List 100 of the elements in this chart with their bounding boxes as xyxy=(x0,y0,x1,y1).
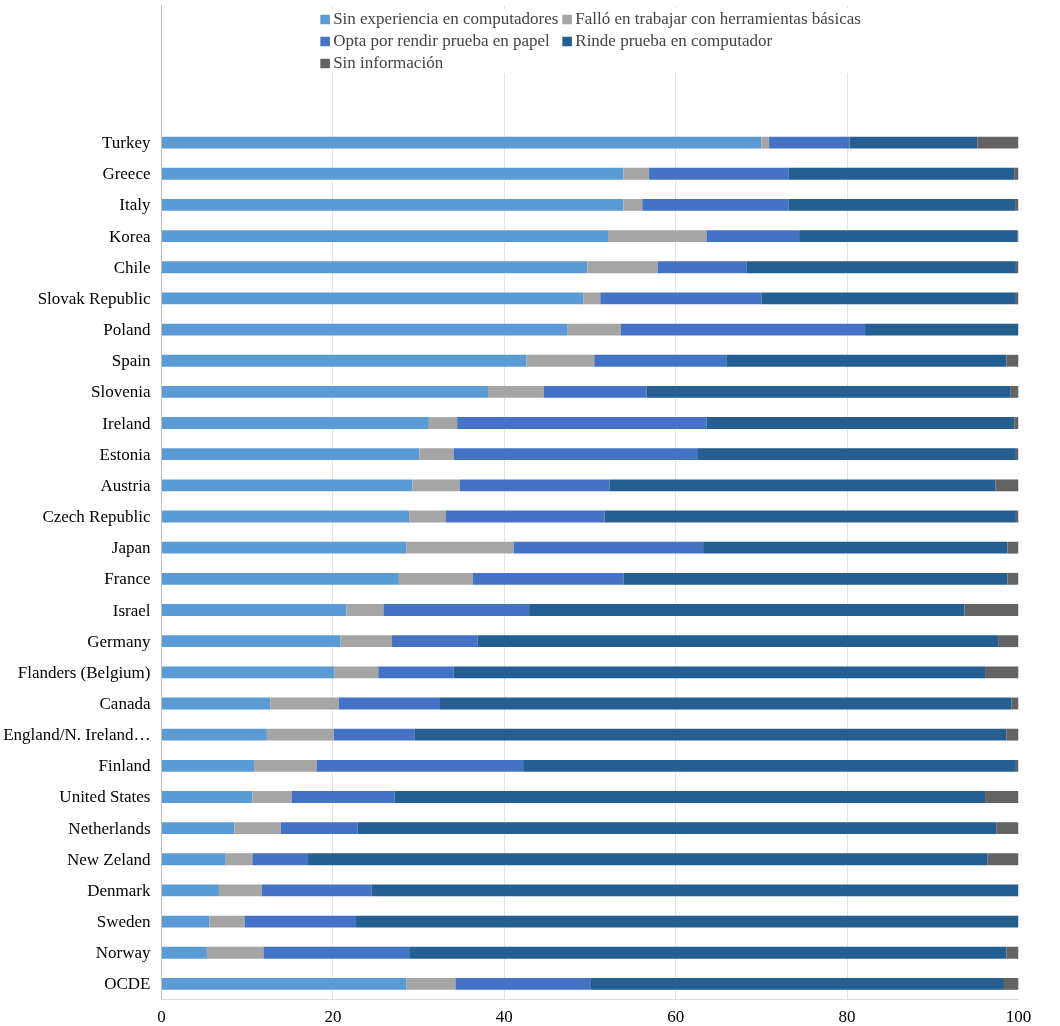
y-tick-label: Israel xyxy=(112,600,151,620)
bar xyxy=(308,853,988,866)
bar xyxy=(523,759,1016,772)
bar xyxy=(161,541,407,554)
bar xyxy=(161,323,568,336)
bar xyxy=(1010,385,1019,398)
y-tick-label: Spain xyxy=(111,351,151,371)
bar xyxy=(623,167,650,180)
y-tick-label: Chile xyxy=(113,257,151,277)
y-tick-label: England/N. Ireland… xyxy=(3,725,151,745)
bar xyxy=(161,946,207,959)
bar xyxy=(985,666,1019,679)
y-tick-label: Norway xyxy=(95,943,151,963)
bar xyxy=(799,230,1018,242)
bar xyxy=(706,417,1015,429)
bar xyxy=(623,572,1008,585)
bar xyxy=(996,822,1019,835)
bar xyxy=(161,354,527,367)
bar xyxy=(964,604,1019,616)
y-tick-label: Greece xyxy=(102,164,151,184)
bar xyxy=(587,261,658,274)
bar xyxy=(583,292,601,305)
bar xyxy=(252,853,309,866)
bar xyxy=(477,635,999,648)
bar xyxy=(600,292,762,305)
y-tick-label: OCDE xyxy=(104,974,151,994)
bar xyxy=(419,448,454,461)
bar xyxy=(161,292,584,305)
bar xyxy=(333,728,415,741)
bar xyxy=(649,167,789,180)
bar xyxy=(266,728,334,741)
bar xyxy=(406,978,456,990)
bar xyxy=(338,697,441,710)
bar xyxy=(161,261,588,274)
y-tick-label: Flanders (Belgium) xyxy=(17,662,151,682)
bar xyxy=(526,354,595,367)
y-tick-label: Czech Republic xyxy=(42,507,151,527)
bar xyxy=(977,136,1019,149)
y-tick-label: Sweden xyxy=(96,912,151,932)
bar xyxy=(378,666,454,679)
bar xyxy=(706,230,800,242)
x-tick-label: 80 xyxy=(838,1006,856,1026)
bar xyxy=(270,697,339,710)
bar xyxy=(657,261,747,274)
bar xyxy=(252,791,292,803)
bar xyxy=(398,572,473,585)
bar xyxy=(161,759,255,772)
y-tick-label: Austria xyxy=(100,475,151,495)
bar xyxy=(356,915,1019,928)
bar xyxy=(1014,417,1019,429)
bar xyxy=(1003,978,1019,990)
bar xyxy=(567,323,621,336)
legend-label: Opta por rendir prueba en papel xyxy=(333,31,550,51)
y-tick-label: United States xyxy=(59,787,151,807)
bar xyxy=(161,822,235,835)
bar xyxy=(161,199,624,211)
bar xyxy=(995,479,1019,492)
bar xyxy=(453,448,698,461)
bar xyxy=(428,417,458,429)
bar xyxy=(543,385,647,398)
bar xyxy=(334,666,379,679)
bar xyxy=(788,199,1016,211)
bar xyxy=(161,853,226,866)
bar xyxy=(726,354,1007,367)
y-tick-label: Italy xyxy=(119,195,151,215)
x-tick-label: 60 xyxy=(667,1006,685,1026)
bar xyxy=(161,791,253,803)
y-tick-label: Poland xyxy=(103,320,151,340)
bar xyxy=(472,572,624,585)
bar xyxy=(161,479,413,492)
bar xyxy=(371,884,1019,897)
bar xyxy=(609,479,996,492)
bar xyxy=(1006,354,1019,367)
bar xyxy=(254,759,317,772)
bar xyxy=(161,728,267,741)
bar xyxy=(225,853,253,866)
bar xyxy=(746,261,1016,274)
bar xyxy=(218,884,262,897)
bar xyxy=(1007,541,1019,554)
bar xyxy=(161,230,608,242)
bar xyxy=(209,915,245,928)
bar xyxy=(357,822,997,835)
bar xyxy=(769,136,850,149)
bar xyxy=(161,604,347,616)
y-tick-label: Slovak Republic xyxy=(37,288,151,308)
bar xyxy=(446,510,605,523)
bar xyxy=(608,230,707,242)
y-tick-label: Korea xyxy=(108,226,151,246)
bar xyxy=(261,884,372,897)
bar xyxy=(234,822,281,835)
bar xyxy=(620,323,866,336)
bar xyxy=(642,199,789,211)
bar xyxy=(590,978,1004,990)
bar xyxy=(414,728,1007,741)
legend-label: Sin experiencia en computadores xyxy=(333,9,559,29)
y-tick-label: Estonia xyxy=(99,444,151,464)
bar xyxy=(440,697,1012,710)
bar xyxy=(594,354,727,367)
y-tick-label: Finland xyxy=(98,756,151,776)
bar xyxy=(161,448,420,461)
